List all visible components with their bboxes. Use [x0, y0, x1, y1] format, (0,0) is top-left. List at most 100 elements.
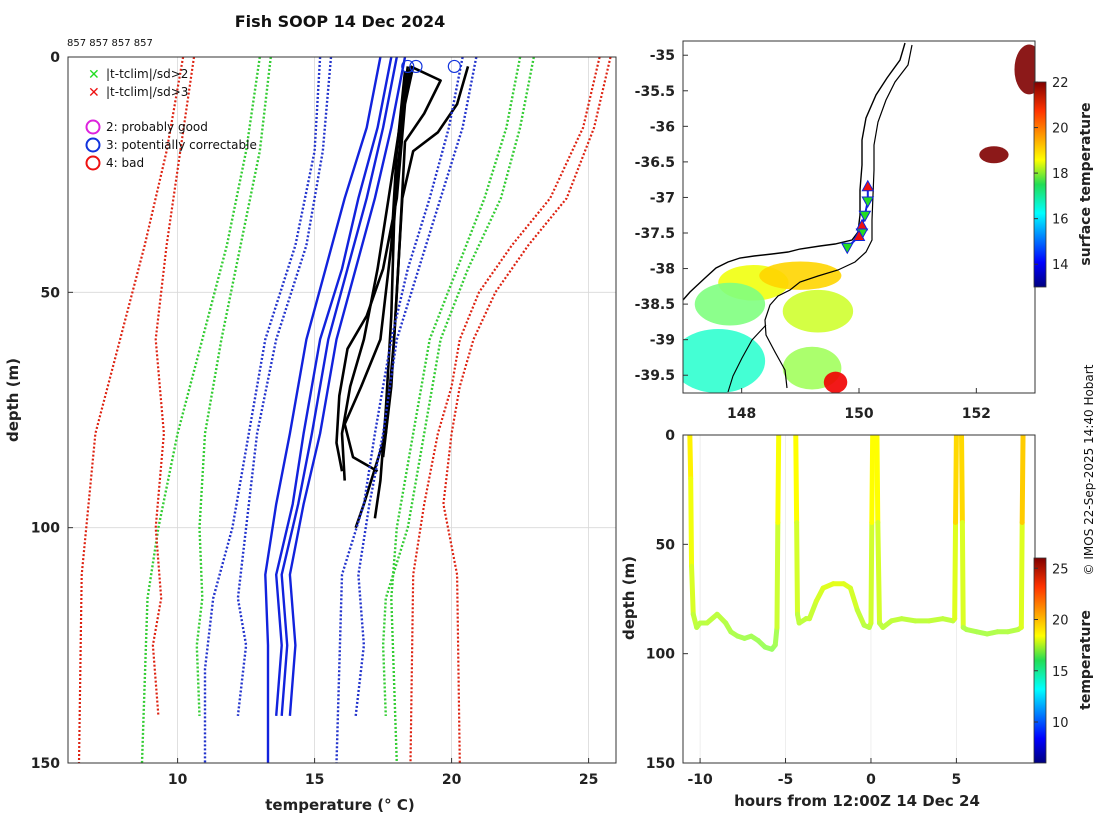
y-tick-label: 0: [50, 50, 60, 66]
profile-line-sd2-minus-1: [140, 57, 261, 763]
profile-line-sd3-plus-1: [409, 57, 601, 763]
x-tick-label: 10: [168, 772, 188, 788]
section-segment: [1019, 435, 1026, 525]
y-tick-label: -39.5: [635, 368, 675, 384]
legend-entry-sd2: ✕ |t-tclim|/sd>2: [88, 67, 188, 83]
legend: ✕ |t-tclim|/sd>2 ✕ |t-tclim|/sd>3 2: pro…: [85, 67, 257, 171]
coastline-outer: [683, 42, 906, 301]
legend-marker-circle-blue: [85, 137, 101, 153]
x-tick-label: 5: [952, 772, 962, 788]
legend-marker-x-green: ✕: [88, 67, 100, 83]
track-marker-up: [852, 229, 866, 242]
colorbar-tick-label: 20: [1052, 614, 1069, 629]
section-segment: [794, 519, 800, 617]
y-tick-label: -36.5: [635, 155, 675, 171]
sst-patch: [694, 282, 766, 326]
colorbar-tick-label: 22: [1052, 76, 1069, 91]
colorbar-tick-label: 20: [1052, 122, 1069, 137]
section-segment: [875, 519, 883, 626]
profile-y-label: depth (m): [4, 358, 22, 442]
profile-line-sd1-plus-2: [354, 57, 478, 717]
profile-series: [77, 57, 612, 763]
section-segment: [806, 598, 819, 622]
section-x-ticks: -10 -5 0 5: [687, 758, 961, 788]
section-colorbar-label: temperature: [1078, 610, 1094, 710]
profile-line-sd1-minus-2: [236, 57, 333, 717]
section-segment: [774, 519, 781, 630]
section-series: [687, 435, 1026, 652]
profile-line-mean-4: [288, 57, 407, 716]
legend-entry-sd3: ✕ |t-tclim|/sd>3: [88, 85, 188, 101]
x-tick-label: 152: [962, 406, 991, 422]
section-y-ticks: 0 50 100 150: [646, 428, 688, 772]
y-tick-label: 100: [646, 647, 675, 663]
section-segment: [687, 435, 694, 482]
section-segment: [874, 435, 881, 525]
colorbar-tick-label: 16: [1052, 213, 1069, 228]
profile-line-observed-6: [354, 65, 442, 529]
section-x-label: hours from 12:00Z 14 Dec 24: [734, 792, 980, 810]
section-segment: [868, 519, 875, 626]
x-tick-label: 0: [866, 772, 876, 788]
x-tick-label: -10: [687, 772, 713, 788]
map-colorbar: [1033, 81, 1047, 288]
colorbar-tick-label: 18: [1052, 167, 1069, 182]
profile-line-sd1-minus-1: [203, 57, 322, 763]
section-segment: [772, 624, 780, 648]
section-plot-area: [683, 435, 1035, 763]
y-tick-label: -38.5: [635, 297, 675, 313]
y-tick-label: 50: [41, 285, 61, 301]
y-tick-label: 150: [31, 756, 60, 772]
profile-line-sd3-minus-2: [151, 57, 196, 716]
profile-line-mean-3: [264, 57, 382, 763]
section-segment: [959, 435, 965, 525]
x-tick-label: 15: [305, 772, 324, 788]
track-marker-up: [861, 179, 875, 192]
y-tick-label: 50: [656, 537, 676, 553]
qc-marker-flag-3: [401, 59, 415, 74]
map-y-ticks: -35 -35.5 -36 -36.5 -37 -37.5 -38 -38.5 -39 -39.5: [635, 48, 688, 384]
section-segment: [952, 519, 959, 622]
section-segment: [1018, 519, 1025, 630]
coastline-inner-2: [727, 324, 767, 393]
sst-patch: [823, 371, 848, 393]
profile-line-observed-3: [335, 66, 415, 472]
profile-qc-markers: [401, 59, 461, 74]
profile-line-observed-5: [343, 70, 407, 473]
section-segment: [959, 519, 966, 630]
sst-patch: [979, 146, 1009, 164]
legend-label: |t-tclim|/sd>2: [106, 67, 188, 81]
y-tick-label: -37: [650, 190, 675, 206]
section-segment: [689, 563, 696, 617]
profile-line-sd2-plus-2: [381, 57, 535, 716]
section-segment: [793, 435, 800, 525]
sst-patch: [683, 329, 766, 393]
section-segment: [869, 435, 876, 525]
y-tick-label: -39: [650, 333, 675, 349]
y-tick-label: -37.5: [635, 226, 675, 242]
profile-line-sd3-minus-1: [77, 57, 185, 763]
y-tick-label: 0: [665, 428, 675, 444]
profile-line-mean-1: [275, 57, 393, 716]
colorbar-tick-label: 25: [1052, 562, 1069, 577]
x-tick-label: 148: [727, 406, 756, 422]
sst-patch: [782, 289, 854, 333]
legend-marker-circle-magenta: [85, 119, 101, 135]
colorbar-tick-label: 14: [1052, 258, 1069, 273]
colorbar-tick-label: 10: [1052, 716, 1069, 731]
section-segment: [775, 435, 782, 525]
section-segment: [688, 476, 695, 569]
legend-entry-flag3: 3: potentially correctable: [85, 137, 257, 153]
track-marker-down: [840, 242, 854, 255]
section-colorbar-ticks: 10 15 20 25: [1034, 562, 1069, 731]
y-tick-label: -38: [650, 262, 675, 278]
legend-marker-circle-red: [85, 155, 101, 171]
map-x-ticks: 148 150 152: [727, 388, 991, 422]
x-tick-label: -5: [778, 772, 794, 788]
legend-label: 3: potentially correctable: [106, 138, 257, 152]
track-marker-down: [858, 210, 872, 223]
profile-x-label: temperature (° C): [265, 796, 415, 814]
chart-title: Fish SOOP 14 Dec 2024: [235, 12, 445, 31]
cast-ids: 857 857 857 857: [67, 38, 153, 49]
